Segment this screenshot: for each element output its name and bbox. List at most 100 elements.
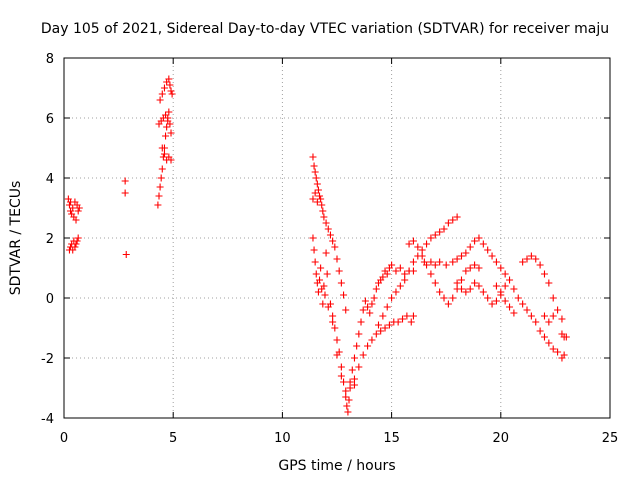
data-points — [64, 75, 570, 416]
data-point — [388, 261, 396, 269]
data-point — [471, 279, 479, 287]
data-point — [409, 312, 417, 320]
data-point — [65, 201, 73, 209]
data-point — [368, 336, 376, 344]
data-point — [431, 231, 439, 239]
data-point — [312, 270, 320, 278]
data-point — [321, 291, 329, 299]
data-point — [313, 198, 321, 206]
data-point — [394, 318, 402, 326]
data-point — [342, 387, 350, 395]
data-point — [471, 237, 479, 245]
data-point — [405, 240, 413, 248]
data-point — [420, 258, 428, 266]
data-point — [523, 306, 531, 314]
data-point — [357, 318, 365, 326]
data-point — [340, 291, 348, 299]
data-point — [392, 288, 400, 296]
data-point — [331, 324, 339, 332]
data-point — [536, 327, 544, 335]
data-point — [355, 330, 363, 338]
data-point — [318, 201, 326, 209]
data-point — [346, 378, 354, 386]
data-point — [488, 300, 496, 308]
data-point — [319, 207, 327, 215]
data-point — [164, 117, 172, 125]
data-point — [545, 339, 553, 347]
data-point — [311, 168, 319, 176]
data-point — [479, 240, 487, 248]
x-tick-label: 0 — [60, 431, 68, 446]
data-point — [311, 189, 319, 197]
data-point — [396, 264, 404, 272]
data-point — [314, 186, 322, 194]
data-point — [475, 264, 483, 272]
data-point — [374, 321, 382, 329]
data-point — [431, 261, 439, 269]
data-point — [442, 261, 450, 269]
data-point — [527, 312, 535, 320]
data-point — [527, 252, 535, 260]
data-point — [540, 333, 548, 341]
y-tick-label: 2 — [46, 232, 54, 247]
x-tick-label: 10 — [274, 431, 291, 446]
data-point — [345, 396, 353, 404]
x-tick-label: 25 — [602, 431, 619, 446]
data-point — [488, 252, 496, 260]
data-point — [475, 234, 483, 242]
data-point — [160, 84, 168, 92]
data-point — [388, 294, 396, 302]
data-point — [519, 300, 527, 308]
data-point — [519, 258, 527, 266]
data-point — [479, 288, 487, 296]
grid-lines — [64, 58, 610, 418]
data-point — [335, 267, 343, 275]
data-point — [364, 342, 372, 350]
x-axis-label: GPS time / hours — [278, 458, 395, 474]
data-point — [167, 129, 175, 137]
data-point — [466, 264, 474, 272]
data-point — [156, 96, 164, 104]
data-point — [497, 264, 505, 272]
data-point — [344, 408, 352, 416]
data-point — [466, 285, 474, 293]
data-point — [342, 393, 350, 401]
data-point — [329, 318, 337, 326]
data-point — [350, 375, 358, 383]
data-point — [331, 243, 339, 251]
data-point — [562, 333, 570, 341]
data-point — [383, 303, 391, 311]
y-tick-label: 0 — [46, 292, 54, 307]
data-point — [532, 255, 540, 263]
data-point — [310, 162, 318, 170]
x-tick-label: 15 — [383, 431, 400, 446]
data-point — [320, 282, 328, 290]
data-point — [444, 219, 452, 227]
data-point — [165, 108, 173, 116]
y-tick-label: -2 — [41, 352, 54, 367]
data-point — [310, 246, 318, 254]
data-point — [549, 345, 557, 353]
data-point — [167, 156, 175, 164]
data-point — [501, 270, 509, 278]
data-point — [340, 378, 348, 386]
data-point — [71, 243, 79, 251]
data-point — [162, 111, 170, 119]
data-point — [333, 351, 341, 359]
data-point — [337, 279, 345, 287]
data-point — [475, 282, 483, 290]
data-point — [506, 303, 514, 311]
data-point — [554, 348, 562, 356]
data-point — [453, 279, 461, 287]
data-point — [449, 216, 457, 224]
data-point — [462, 267, 470, 275]
data-point — [381, 324, 389, 332]
data-point — [73, 237, 81, 245]
data-point — [427, 258, 435, 266]
data-point — [366, 309, 374, 317]
data-point — [348, 366, 356, 374]
data-point — [337, 363, 345, 371]
data-point — [497, 288, 505, 296]
data-point — [379, 312, 387, 320]
